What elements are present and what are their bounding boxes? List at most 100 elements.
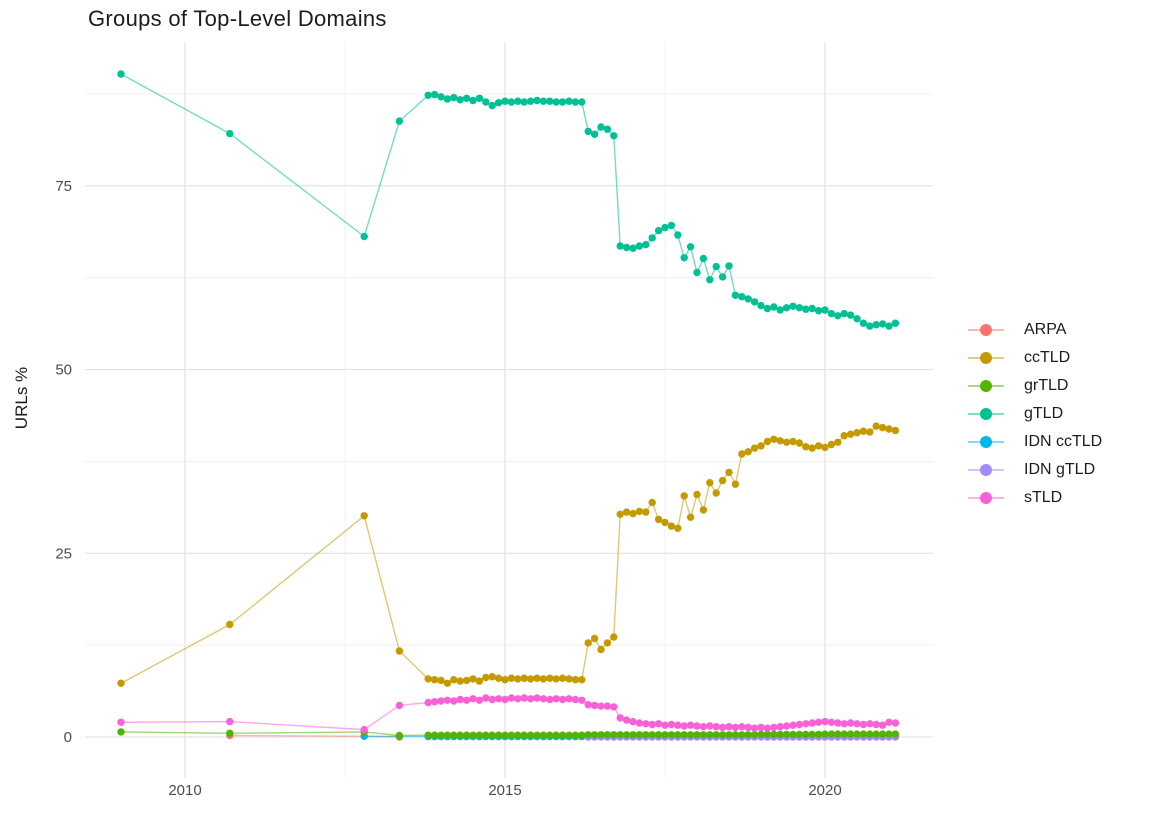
legend: ARPA ccTLD grTLD gTLD IDN ccTLD IDN gTLD… (966, 319, 1102, 508)
data-point-stld (475, 696, 484, 704)
data-point-gtld (642, 240, 650, 249)
data-point-gtld (859, 319, 868, 327)
data-point-stld (520, 694, 528, 702)
y-tick-label: 75 (55, 178, 72, 195)
data-point-grtld (814, 730, 823, 739)
data-point-gtld (430, 90, 439, 99)
legend-key-icon (966, 377, 1006, 395)
data-point-gtld (706, 276, 714, 284)
data-point-gtld (590, 130, 599, 138)
data-point-stld (622, 716, 631, 724)
data-point-grtld (603, 731, 612, 739)
data-point-gtld (718, 273, 727, 281)
data-point-gtld (501, 97, 509, 105)
data-point-grtld (622, 731, 631, 739)
data-point-cctld (590, 634, 599, 643)
data-point-grtld (395, 731, 404, 740)
legend-key-icon (966, 349, 1006, 367)
data-point-gtld (814, 307, 823, 315)
data-point-stld (654, 720, 663, 728)
data-point-stld (360, 725, 368, 734)
data-point-stld (469, 695, 477, 703)
data-point-stld (750, 724, 759, 732)
data-point-grtld (450, 731, 458, 739)
data-point-cctld (501, 676, 509, 684)
data-point-gtld (763, 304, 772, 313)
data-point-gtld (450, 93, 458, 102)
data-point-grtld (507, 731, 516, 739)
data-point-gtld (757, 301, 765, 310)
data-point-cctld (552, 675, 560, 683)
data-point-grtld (462, 731, 471, 739)
data-point-cctld (635, 507, 644, 516)
data-point-stld (494, 695, 503, 703)
data-point-gtld (584, 127, 592, 136)
data-point-gtld (846, 311, 855, 319)
data-point-stld (546, 695, 554, 704)
data-point-cctld (802, 443, 810, 451)
data-point-stld (552, 695, 560, 703)
data-point-stld (648, 720, 656, 729)
data-point-stld (437, 697, 445, 705)
data-point-stld (846, 719, 855, 727)
legend-key-icon (966, 321, 1006, 339)
data-point-cctld (526, 675, 535, 683)
legend-label: ccTLD (1024, 348, 1071, 366)
data-point-gtld (475, 94, 484, 103)
data-point-grtld (488, 731, 496, 739)
data-point-gtld (872, 321, 880, 329)
data-point-grtld (584, 731, 592, 739)
data-point-cctld (578, 676, 586, 684)
data-point-gtld (482, 98, 490, 106)
data-point-gtld (827, 309, 836, 318)
data-point-gtld (552, 98, 560, 106)
data-point-grtld (834, 730, 842, 738)
legend-key-icon (966, 405, 1006, 423)
data-point-cctld (494, 674, 503, 682)
data-point-stld (430, 698, 439, 706)
data-point-cctld (571, 676, 580, 684)
data-point-cctld (674, 524, 682, 532)
legend-item-cctld: ccTLD (966, 347, 1102, 368)
data-point-stld (603, 702, 612, 710)
data-point-cctld (725, 468, 733, 477)
data-point-gtld (866, 322, 874, 330)
data-point-stld (450, 697, 458, 705)
data-point-gtld (680, 254, 688, 262)
legend-key-icon (966, 433, 1006, 451)
data-point-gtld (597, 123, 605, 131)
data-point-stld (395, 701, 404, 710)
data-point-stld (597, 702, 605, 710)
data-point-grtld (443, 731, 452, 739)
data-point-cctld (878, 423, 887, 432)
data-point-cctld (782, 438, 791, 446)
data-point-cctld (731, 480, 740, 488)
data-point-grtld (482, 731, 490, 739)
y-tick-label: 0 (64, 729, 72, 746)
data-point-cctld (520, 674, 528, 682)
data-point-grtld (437, 731, 445, 739)
data-point-stld (661, 721, 669, 729)
data-point-stld (891, 719, 900, 727)
data-point-cctld (475, 677, 484, 685)
data-point-cctld (565, 675, 573, 683)
data-point-gtld (603, 125, 612, 133)
data-point-cctld (840, 432, 848, 440)
data-point-stld (731, 723, 740, 732)
data-point-cctld (763, 437, 772, 446)
data-point-grtld (789, 730, 797, 739)
data-point-gtld (744, 295, 752, 303)
data-point-stld (757, 723, 765, 732)
legend-label: IDN gTLD (1024, 460, 1096, 478)
data-point-stld (629, 717, 637, 726)
data-point-grtld (840, 730, 848, 738)
data-point-cctld (360, 512, 368, 520)
data-point-stld (763, 724, 772, 732)
data-point-cctld (469, 675, 477, 683)
data-point-cctld (706, 479, 714, 487)
data-point-grtld (546, 731, 554, 739)
data-point-cctld (699, 506, 708, 514)
data-point-cctld (430, 676, 439, 684)
data-point-grtld (853, 730, 861, 738)
data-point-gtld (520, 98, 528, 106)
